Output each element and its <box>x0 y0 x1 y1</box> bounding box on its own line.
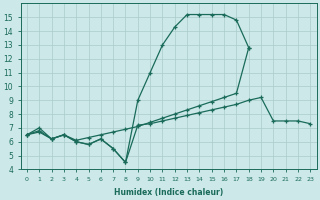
X-axis label: Humidex (Indice chaleur): Humidex (Indice chaleur) <box>114 188 223 197</box>
